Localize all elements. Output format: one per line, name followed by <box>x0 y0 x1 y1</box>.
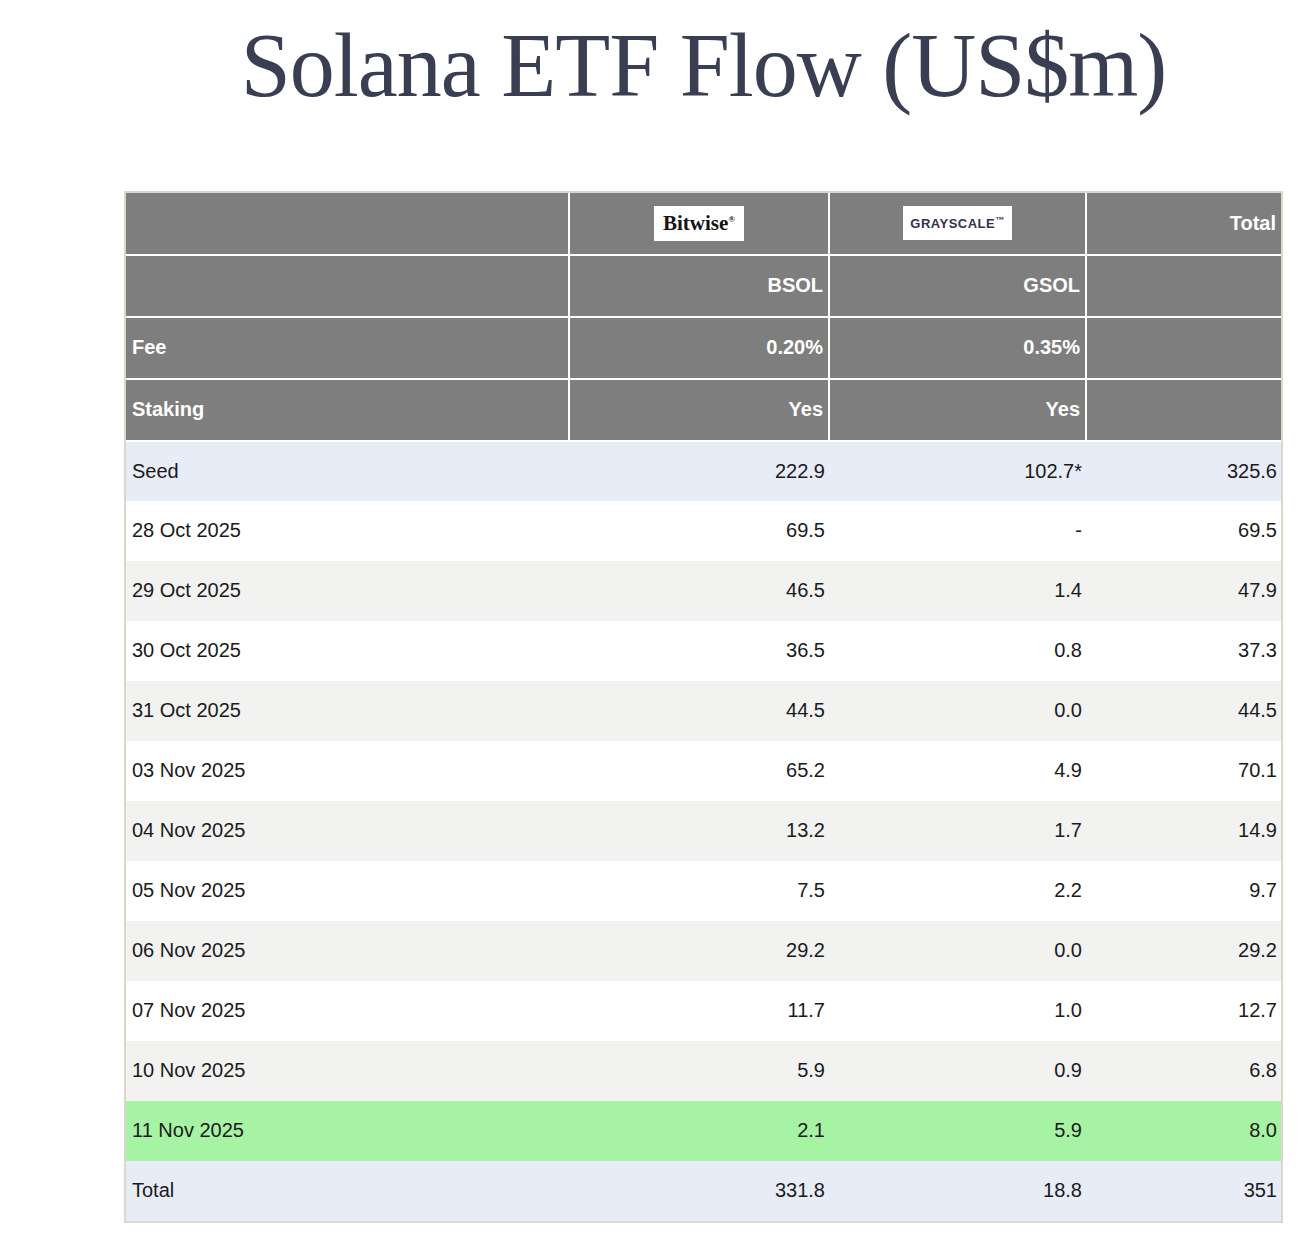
fee-bsol: 0.20% <box>569 317 829 379</box>
grayscale-logo-mark: ™ <box>995 215 1005 225</box>
fee-total-empty <box>1086 317 1281 379</box>
total-value: 37.3 <box>1086 621 1281 681</box>
ticker-bsol: BSOL <box>569 255 829 317</box>
staking-label: Staking <box>126 379 569 441</box>
total-value: 69.5 <box>1086 501 1281 561</box>
gsol-value: 5.9 <box>829 1101 1086 1161</box>
header-bitwise-cell: Bitwise® <box>569 193 829 255</box>
bsol-value: 13.2 <box>569 801 829 861</box>
table-row: 06 Nov 2025 29.2 0.0 29.2 <box>126 921 1281 981</box>
gsol-value: 1.4 <box>829 561 1086 621</box>
table-row: 10 Nov 2025 5.9 0.9 6.8 <box>126 1041 1281 1101</box>
etf-flow-table-container: Bitwise® GRAYSCALE™ Total BSOL GSOL Fee … <box>124 191 1283 1223</box>
bsol-value: 36.5 <box>569 621 829 681</box>
row-label: 29 Oct 2025 <box>126 561 569 621</box>
table-row: 28 Oct 2025 69.5 - 69.5 <box>126 501 1281 561</box>
total-value: 70.1 <box>1086 741 1281 801</box>
row-label: 04 Nov 2025 <box>126 801 569 861</box>
table-row: 30 Oct 2025 36.5 0.8 37.3 <box>126 621 1281 681</box>
table-row: 04 Nov 2025 13.2 1.7 14.9 <box>126 801 1281 861</box>
header-total-label: Total <box>1086 193 1281 255</box>
bsol-value: 2.1 <box>569 1101 829 1161</box>
bsol-value: 46.5 <box>569 561 829 621</box>
table-row: Seed 222.9 102.7* 325.6 <box>126 441 1281 501</box>
etf-flow-table: Bitwise® GRAYSCALE™ Total BSOL GSOL Fee … <box>126 193 1281 1221</box>
header-row-fee: Fee 0.20% 0.35% <box>126 317 1281 379</box>
title-area: Solana ETF Flow (US$m) <box>124 0 1283 118</box>
bsol-value: 331.8 <box>569 1161 829 1221</box>
row-label: 03 Nov 2025 <box>126 741 569 801</box>
header-row-logos: Bitwise® GRAYSCALE™ Total <box>126 193 1281 255</box>
page: Solana ETF Flow (US$m) Bitwise® GRAYSCAL… <box>0 0 1314 1246</box>
gsol-value: 0.9 <box>829 1041 1086 1101</box>
bsol-value: 7.5 <box>569 861 829 921</box>
flow-rows: Seed 222.9 102.7* 325.6 28 Oct 2025 69.5… <box>126 441 1281 1221</box>
gsol-value: 4.9 <box>829 741 1086 801</box>
row-label: Seed <box>126 441 569 501</box>
bsol-value: 69.5 <box>569 501 829 561</box>
total-value: 12.7 <box>1086 981 1281 1041</box>
gsol-value: 0.0 <box>829 921 1086 981</box>
total-value: 6.8 <box>1086 1041 1281 1101</box>
staking-total-empty <box>1086 379 1281 441</box>
total-value: 325.6 <box>1086 441 1281 501</box>
staking-bsol: Yes <box>569 379 829 441</box>
table-row: 07 Nov 2025 11.7 1.0 12.7 <box>126 981 1281 1041</box>
table-row: 03 Nov 2025 65.2 4.9 70.1 <box>126 741 1281 801</box>
grayscale-logo-text: GRAYSCALE <box>910 216 995 231</box>
header-row-staking: Staking Yes Yes <box>126 379 1281 441</box>
bsol-value: 44.5 <box>569 681 829 741</box>
page-title: Solana ETF Flow (US$m) <box>124 14 1283 118</box>
bsol-value: 65.2 <box>569 741 829 801</box>
ticker-gsol: GSOL <box>829 255 1086 317</box>
row-label: 10 Nov 2025 <box>126 1041 569 1101</box>
staking-gsol: Yes <box>829 379 1086 441</box>
table-header: Bitwise® GRAYSCALE™ Total BSOL GSOL Fee … <box>126 193 1281 441</box>
bsol-value: 222.9 <box>569 441 829 501</box>
table-row: Total 331.8 18.8 351 <box>126 1161 1281 1221</box>
total-value: 44.5 <box>1086 681 1281 741</box>
gsol-value: 0.8 <box>829 621 1086 681</box>
header-grayscale-cell: GRAYSCALE™ <box>829 193 1086 255</box>
bsol-value: 11.7 <box>569 981 829 1041</box>
header-empty-cell <box>126 193 569 255</box>
row-label: 11 Nov 2025 <box>126 1101 569 1161</box>
total-value: 29.2 <box>1086 921 1281 981</box>
bsol-value: 5.9 <box>569 1041 829 1101</box>
ticker-total-empty <box>1086 255 1281 317</box>
header-row-tickers: BSOL GSOL <box>126 255 1281 317</box>
fee-gsol: 0.35% <box>829 317 1086 379</box>
fee-label: Fee <box>126 317 569 379</box>
total-value: 351 <box>1086 1161 1281 1221</box>
grayscale-logo: GRAYSCALE™ <box>903 206 1011 240</box>
row-label: 28 Oct 2025 <box>126 501 569 561</box>
bitwise-logo-text: Bitwise <box>663 211 728 235</box>
total-value: 9.7 <box>1086 861 1281 921</box>
total-value: 8.0 <box>1086 1101 1281 1161</box>
ticker-empty-cell <box>126 255 569 317</box>
bitwise-logo-mark: ® <box>728 214 735 224</box>
row-label: 07 Nov 2025 <box>126 981 569 1041</box>
gsol-value: 18.8 <box>829 1161 1086 1221</box>
table-row: 29 Oct 2025 46.5 1.4 47.9 <box>126 561 1281 621</box>
table-row: 05 Nov 2025 7.5 2.2 9.7 <box>126 861 1281 921</box>
gsol-value: 1.0 <box>829 981 1086 1041</box>
row-label: 05 Nov 2025 <box>126 861 569 921</box>
gsol-value: - <box>829 501 1086 561</box>
bitwise-logo: Bitwise® <box>654 206 744 241</box>
total-value: 47.9 <box>1086 561 1281 621</box>
row-label: 30 Oct 2025 <box>126 621 569 681</box>
total-value: 14.9 <box>1086 801 1281 861</box>
table-row: 11 Nov 2025 2.1 5.9 8.0 <box>126 1101 1281 1161</box>
bsol-value: 29.2 <box>569 921 829 981</box>
gsol-value: 102.7* <box>829 441 1086 501</box>
row-label: 31 Oct 2025 <box>126 681 569 741</box>
row-label: Total <box>126 1161 569 1221</box>
gsol-value: 2.2 <box>829 861 1086 921</box>
gsol-value: 1.7 <box>829 801 1086 861</box>
table-row: 31 Oct 2025 44.5 0.0 44.5 <box>126 681 1281 741</box>
row-label: 06 Nov 2025 <box>126 921 569 981</box>
gsol-value: 0.0 <box>829 681 1086 741</box>
